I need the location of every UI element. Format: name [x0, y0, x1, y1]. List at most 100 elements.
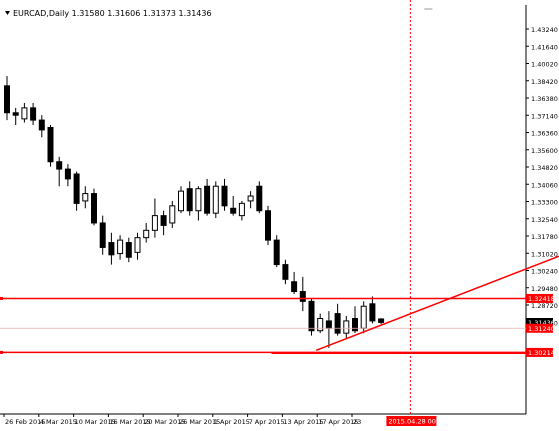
candle-body: [299, 291, 306, 302]
candle-body: [47, 126, 54, 163]
candle-body: [160, 215, 167, 226]
candle-body: [134, 237, 141, 253]
candle-body: [378, 318, 385, 323]
candle-body: [317, 317, 324, 332]
candle: [64, 164, 71, 187]
price-tick-label: 1.30240: [531, 268, 558, 276]
candle: [73, 171, 80, 211]
candle: [265, 205, 271, 246]
candle: [282, 259, 289, 285]
candle-body: [360, 305, 367, 329]
candle-body: [291, 281, 298, 293]
candle-body: [195, 188, 202, 212]
candle-body: [247, 195, 254, 202]
candle-body: [82, 193, 89, 202]
price-tick-label: 1.31780: [531, 233, 558, 241]
candle: [99, 215, 106, 255]
current-price-label: 1.31436: [528, 319, 555, 327]
price-tick-label: 1.33300: [531, 199, 558, 207]
symbol-info: EURCAD,Daily 1.31580 1.31606 1.31373 1.3…: [13, 9, 212, 18]
vline-time-label-bg: [386, 416, 437, 426]
candle-body: [73, 173, 80, 204]
candle-body: [38, 119, 45, 131]
candle-body: [334, 313, 341, 334]
candle-body: [91, 193, 97, 224]
candle: [221, 178, 228, 211]
hline-price-label: 1.32418: [528, 295, 555, 303]
candle: [178, 186, 184, 214]
candle: [134, 232, 141, 260]
time-tick-label: 26 Mar 2015: [179, 418, 220, 426]
candle-body: [30, 107, 37, 121]
candle: [160, 210, 167, 236]
candle-body: [221, 185, 228, 207]
chart-menu-triangle-icon[interactable]: [5, 11, 10, 15]
time-tick-label: 4 Mar 2015: [40, 418, 77, 426]
price-tick-label: 1.38420: [531, 78, 558, 86]
candle-body: [256, 185, 263, 212]
price-tick-label: 1.40020: [531, 61, 558, 69]
price-tick-label: 1.34060: [531, 181, 558, 189]
candle-body: [212, 185, 219, 214]
candle: [273, 235, 280, 268]
candle: [299, 276, 306, 312]
candle-body: [99, 222, 106, 248]
price-tick-label: 1.43240: [531, 26, 558, 34]
time-tick-label: 16 Mar 2015: [109, 418, 150, 426]
candle-body: [21, 107, 28, 120]
candle: [56, 156, 63, 187]
candle: [169, 200, 176, 228]
candle-body: [143, 229, 150, 239]
candle: [291, 271, 298, 294]
candle: [38, 115, 45, 138]
candle: [256, 181, 263, 214]
candle: [117, 235, 124, 260]
price-tick-label: 1.41640: [531, 43, 558, 51]
candle-body: [178, 190, 184, 212]
candle: [151, 198, 158, 238]
time-tick-label: 13 Apr 2015: [283, 418, 323, 426]
candle-body: [369, 303, 376, 322]
candle: [143, 222, 150, 243]
time-tick-label: 26 Feb 2015: [5, 418, 45, 426]
candle-body: [325, 320, 332, 329]
candle-body: [151, 215, 158, 231]
candle: [238, 200, 245, 221]
time-tick-label: 20 Mar 2015: [144, 418, 185, 426]
candle-body: [308, 300, 315, 332]
candle: [378, 318, 385, 325]
price-tick-label: 1.28720: [531, 302, 558, 310]
candle: [325, 311, 332, 348]
candle: [308, 298, 315, 336]
candle: [204, 178, 211, 216]
price-tick-label: 1.32540: [531, 216, 558, 224]
hline-price-label: 1.30214: [528, 349, 555, 357]
time-tick-label: 1 Apr 2015: [214, 418, 250, 426]
candle: [186, 181, 193, 216]
candle-body: [204, 185, 211, 214]
candle: [230, 196, 237, 216]
time-tick-label: 7 Apr 2015: [249, 418, 285, 426]
candle: [334, 303, 341, 336]
candle-body: [64, 168, 71, 180]
candle: [91, 188, 97, 226]
trendline[interactable]: [315, 255, 559, 352]
candle-body: [273, 239, 280, 266]
candle-body: [352, 317, 358, 332]
price-tick-label: 1.34820: [531, 164, 558, 172]
candle-body: [108, 242, 115, 256]
candle-body: [4, 85, 10, 114]
price-tick-label: 1.31020: [531, 250, 558, 258]
candle: [21, 102, 28, 123]
candle-body: [230, 207, 237, 214]
candle: [82, 186, 89, 209]
candle: [195, 186, 202, 221]
vline-time-label: 2015.04.28 00:00: [388, 418, 446, 426]
price-tick-label: 1.37140: [531, 112, 558, 120]
time-tick-label: 17 Apr 2015: [318, 418, 358, 426]
thin-line-price-label-bg: [526, 323, 553, 333]
candle: [47, 125, 54, 167]
candle-body: [238, 202, 245, 217]
